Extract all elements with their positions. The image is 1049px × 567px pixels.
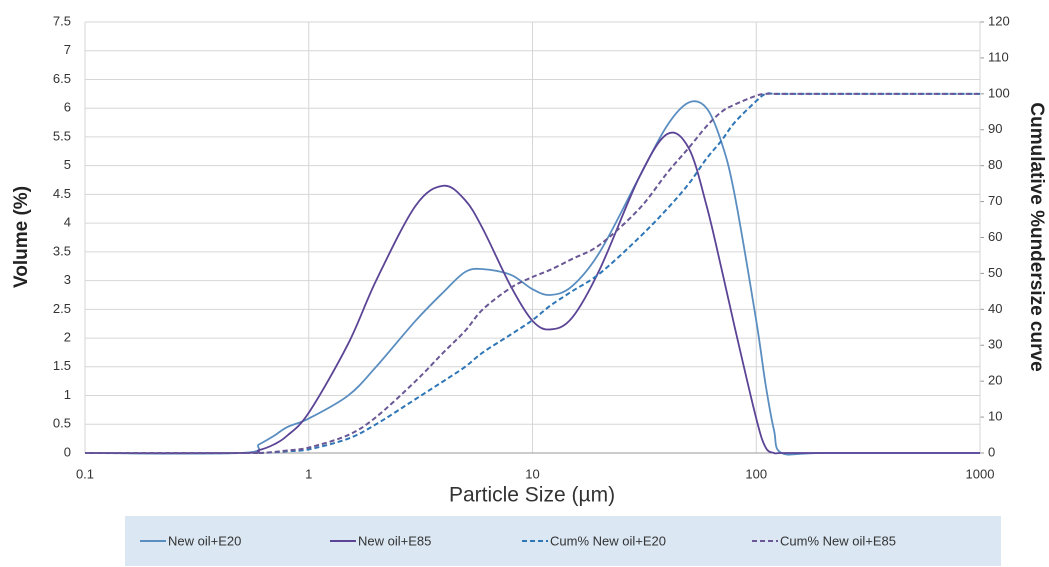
- y-tick-label: 3.5: [53, 243, 71, 258]
- legend-box: [125, 516, 1001, 566]
- y2-tick-label: 50: [988, 265, 1002, 280]
- series-line: [84, 131, 980, 455]
- y-tick-label: 6.5: [53, 71, 71, 86]
- y2-tick-label: 70: [988, 193, 1002, 208]
- y-tick-label: 4: [64, 215, 71, 230]
- y-tick-label: 1.5: [53, 358, 71, 373]
- y2-tick-label: 90: [988, 121, 1002, 136]
- y-tick-label: 0: [64, 444, 71, 459]
- y-tick-label: 7: [64, 42, 71, 57]
- y2-tick-label: 110: [988, 49, 1009, 64]
- y2-tick-label: 0: [988, 444, 995, 459]
- x-axis-title: Particle Size (µm): [449, 484, 615, 507]
- x-tick-label: 10: [525, 466, 539, 481]
- y-tick-label: 3: [64, 272, 71, 287]
- y2-tick-label: 20: [988, 373, 1002, 388]
- y-tick-label: 1: [64, 387, 71, 402]
- y2-axis-title: Cumulative %undersize curve: [1026, 102, 1047, 371]
- legend-label: Cum% New oil+E85: [780, 533, 896, 548]
- y-tick-label: 5: [64, 157, 71, 172]
- y-tick-label: 0.5: [53, 416, 71, 431]
- y-tick-label: 2: [64, 330, 71, 345]
- y-axis-title: Volume (%): [11, 186, 32, 288]
- y-tick-label: 6: [64, 100, 71, 115]
- series-line: [85, 92, 980, 455]
- y2-tick-label: 80: [988, 157, 1002, 172]
- y2-tick-label: 40: [988, 301, 1002, 316]
- legend-label: New oil+E20: [168, 533, 241, 548]
- x-tick-label: 1000: [966, 466, 995, 481]
- y2-tick-label: 10: [988, 409, 1002, 424]
- x-tick-label: 100: [745, 466, 767, 481]
- legend-label: Cum% New oil+E20: [550, 533, 666, 548]
- y-tick-label: 2.5: [53, 301, 71, 316]
- y2-tick-label: 100: [988, 85, 1010, 100]
- y2-tick-label: 120: [988, 13, 1010, 28]
- y-tick-label: 5.5: [53, 128, 71, 143]
- series-line: [84, 100, 980, 456]
- x-tick-label: 1: [305, 466, 312, 481]
- x-tick-label: 0.1: [76, 466, 94, 481]
- y-tick-label: 7.5: [53, 13, 71, 28]
- y2-tick-label: 30: [988, 337, 1002, 352]
- y2-tick-label: 60: [988, 229, 1002, 244]
- y-tick-label: 4.5: [53, 186, 71, 201]
- legend-label: New oil+E85: [358, 533, 431, 548]
